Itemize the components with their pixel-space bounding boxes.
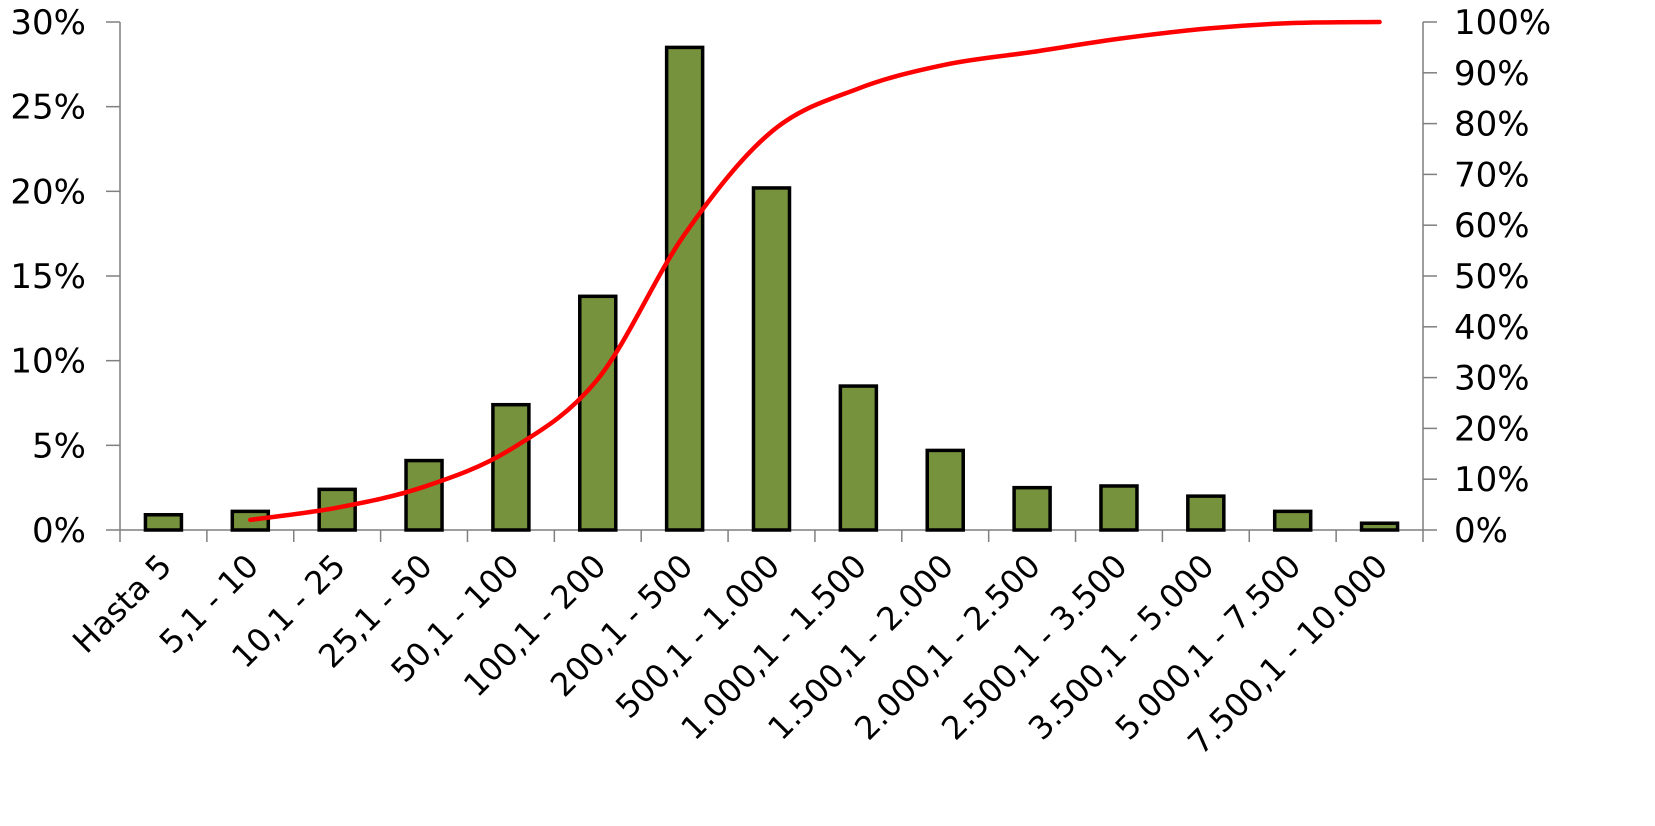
bar: [143, 513, 184, 532]
y-left-tick-label: 5%: [32, 426, 86, 466]
bar: [838, 384, 879, 532]
y-right-tick-label: 70%: [1454, 155, 1530, 195]
y-right-tick-label: 40%: [1454, 308, 1530, 348]
bar: [1272, 509, 1313, 532]
bar: [664, 45, 705, 532]
y-left-tick-label: 25%: [10, 88, 86, 128]
y-right-tick-label: 0%: [1454, 511, 1508, 551]
y-left-tick-label: 0%: [32, 511, 86, 551]
bar: [751, 186, 792, 532]
bar: [925, 448, 965, 532]
y-right-tick-label: 50%: [1454, 257, 1530, 297]
y-right-tick-label: 80%: [1454, 105, 1530, 145]
bar: [578, 294, 618, 532]
y-right-tick-label: 90%: [1454, 54, 1530, 94]
cumulative-line-group: [248, 19, 1382, 523]
y-right-tick-label: 30%: [1454, 359, 1530, 399]
y-left-tick-label: 10%: [10, 342, 86, 382]
bar: [1099, 484, 1139, 532]
bar: [1186, 494, 1226, 532]
cumulative-line: [248, 19, 1382, 523]
y-left-tick-label: 20%: [10, 172, 86, 212]
bar: [1359, 521, 1400, 532]
y-left-tick-label: 30%: [10, 3, 86, 43]
y-left-tick-label: 15%: [10, 257, 86, 297]
y-right-tick-label: 20%: [1454, 409, 1530, 449]
bar: [1012, 485, 1052, 532]
y-right-tick-label: 10%: [1454, 460, 1530, 500]
bar: [404, 458, 444, 532]
y-right-tick-label: 60%: [1454, 206, 1530, 246]
y-right-tick-label: 100%: [1454, 3, 1551, 43]
bar: [491, 402, 531, 532]
bars-group: [143, 45, 1400, 532]
